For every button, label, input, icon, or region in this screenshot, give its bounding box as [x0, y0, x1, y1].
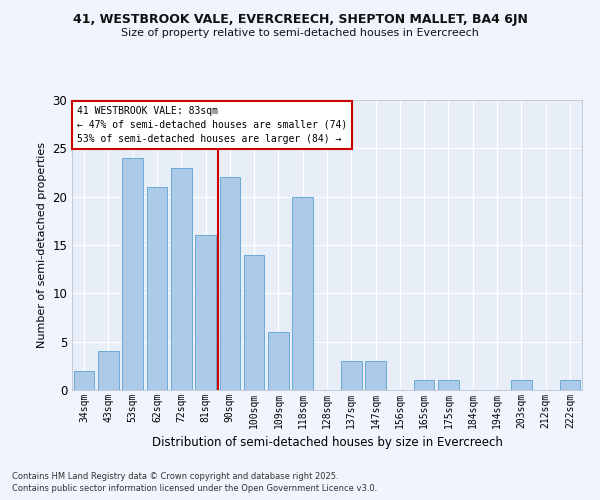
- Bar: [244, 254, 265, 390]
- Bar: [292, 196, 313, 390]
- Bar: [268, 332, 289, 390]
- Bar: [74, 370, 94, 390]
- Bar: [98, 352, 119, 390]
- Text: Contains HM Land Registry data © Crown copyright and database right 2025.: Contains HM Land Registry data © Crown c…: [12, 472, 338, 481]
- Bar: [122, 158, 143, 390]
- Bar: [560, 380, 580, 390]
- Bar: [171, 168, 191, 390]
- Bar: [511, 380, 532, 390]
- Bar: [195, 236, 216, 390]
- Text: Contains public sector information licensed under the Open Government Licence v3: Contains public sector information licen…: [12, 484, 377, 493]
- Bar: [365, 361, 386, 390]
- Text: 41 WESTBROOK VALE: 83sqm
← 47% of semi-detached houses are smaller (74)
53% of s: 41 WESTBROOK VALE: 83sqm ← 47% of semi-d…: [77, 106, 347, 144]
- Bar: [414, 380, 434, 390]
- Bar: [341, 361, 362, 390]
- Text: 41, WESTBROOK VALE, EVERCREECH, SHEPTON MALLET, BA4 6JN: 41, WESTBROOK VALE, EVERCREECH, SHEPTON …: [73, 12, 527, 26]
- Bar: [146, 187, 167, 390]
- Bar: [438, 380, 459, 390]
- Text: Size of property relative to semi-detached houses in Evercreech: Size of property relative to semi-detach…: [121, 28, 479, 38]
- X-axis label: Distribution of semi-detached houses by size in Evercreech: Distribution of semi-detached houses by …: [152, 436, 502, 450]
- Bar: [220, 178, 240, 390]
- Y-axis label: Number of semi-detached properties: Number of semi-detached properties: [37, 142, 47, 348]
